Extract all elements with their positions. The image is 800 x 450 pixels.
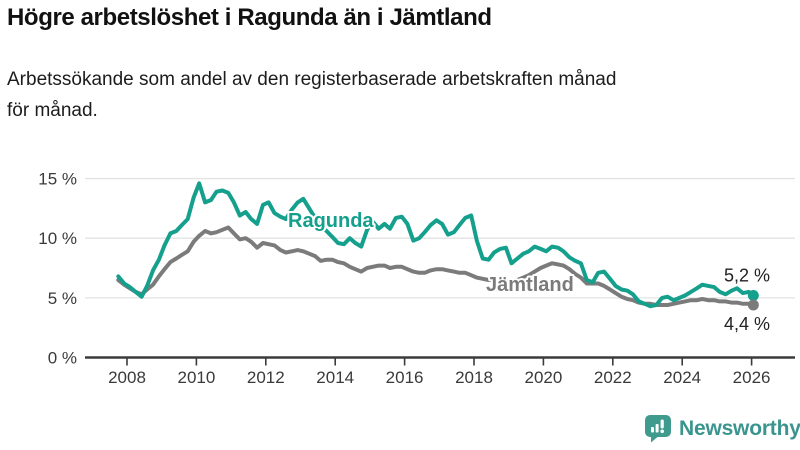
x-axis-label: 2018 bbox=[455, 368, 493, 387]
series-end-dot-ragunda bbox=[747, 289, 759, 301]
x-axis-label: 2026 bbox=[733, 368, 771, 387]
series-line-ragunda bbox=[116, 181, 756, 309]
subtitle-line-2: för månad. bbox=[7, 100, 98, 121]
x-axis-label: 2014 bbox=[316, 368, 354, 387]
chart-title: Högre arbetslöshet i Ragunda än i Jämtla… bbox=[7, 4, 492, 31]
end-value-label-jämtland: 4,4 % bbox=[724, 314, 770, 334]
series-line-jämtland bbox=[116, 225, 756, 307]
series-label-ragunda: Ragunda bbox=[288, 210, 374, 232]
x-axis-label: 2016 bbox=[386, 368, 424, 387]
x-axis-label: 2008 bbox=[108, 368, 146, 387]
bar-chart-bar-tall bbox=[655, 424, 659, 433]
x-axis-label: 2020 bbox=[524, 368, 562, 387]
subtitle-line-1: Arbetssökande som andel av den registerb… bbox=[7, 69, 617, 90]
series-end-dot-jämtland bbox=[747, 299, 759, 311]
exclamation-stem bbox=[660, 419, 664, 429]
newsworthy-logo-icon bbox=[645, 415, 671, 443]
x-axis-label: 2012 bbox=[247, 368, 285, 387]
x-axis-label: 2024 bbox=[663, 368, 701, 387]
y-axis-label: 0 % bbox=[48, 349, 77, 368]
y-axis-label: 15 % bbox=[38, 170, 77, 189]
y-axis-label: 5 % bbox=[48, 289, 77, 308]
end-value-label-ragunda: 5,2 % bbox=[724, 265, 770, 285]
series-label-jämtland: Jämtland bbox=[486, 274, 574, 296]
x-axis-label: 2022 bbox=[594, 368, 632, 387]
y-axis-label: 10 % bbox=[38, 229, 77, 248]
x-axis-label: 2010 bbox=[177, 368, 215, 387]
bar-chart-bar-small bbox=[651, 427, 654, 433]
chart-subtitle: Arbetssökande som andel av den registerb… bbox=[7, 64, 616, 126]
newsworthy-logo: Newsworthy bbox=[644, 414, 800, 443]
exclamation-dot bbox=[660, 429, 664, 434]
brand-name: Newsworthy bbox=[679, 416, 800, 440]
